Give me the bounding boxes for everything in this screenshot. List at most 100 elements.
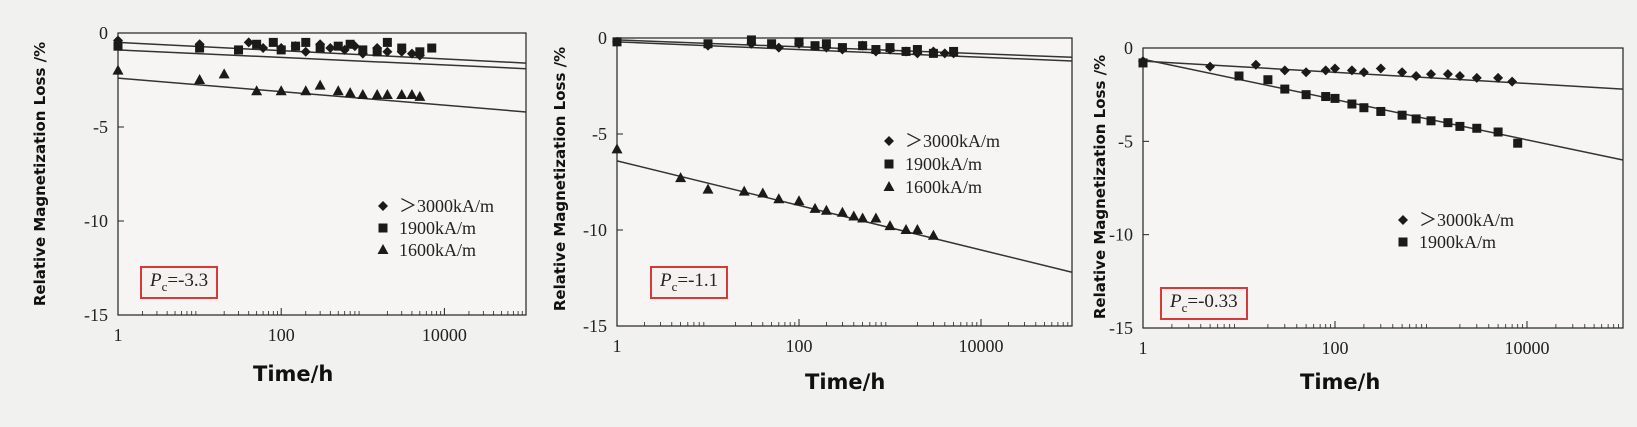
y-tick-label: 0 [1124,38,1133,58]
data-point-square [949,46,959,56]
data-point-square [703,39,713,49]
data-point-triangle [414,90,426,101]
data-point-square [252,39,262,49]
chart-panel-3: Relative Magnetization Loss /% 0 -5 -10 -15… [1090,0,1637,427]
data-point-square [372,47,382,57]
data-point-square [276,45,286,55]
legend-label: ＞3000kA/m [905,131,1000,151]
legend-marker-square [378,223,388,233]
y-tick-label: -10 [84,211,108,231]
data-point-diamond [1454,71,1465,81]
y-tick-label: -10 [1109,225,1133,245]
fit-line [117,41,527,64]
data-point-square [612,37,622,47]
x-axis-label: Time/h [1300,370,1381,394]
legend-marker-diamond [378,201,388,211]
data-point-square [901,46,911,56]
data-point-triangle [275,85,287,96]
legend-label: 1900kA/m [905,154,982,174]
fit-line [117,49,527,70]
pc-annotation: Pc=-1.1 [650,266,729,299]
data-point-triangle [836,206,848,217]
data-point-square [1138,58,1148,68]
data-point-diamond [325,43,336,54]
legend-marker-triangle [377,244,389,254]
data-point-triangle [900,224,912,234]
fit-line [117,77,527,113]
data-point-square [415,47,425,57]
data-point-square [837,43,847,53]
pc-subscript: c [161,278,168,294]
data-point-diamond [1358,67,1369,78]
x-tick-label: 10000 [1505,338,1550,358]
data-point-square [1330,93,1340,103]
chart-panel-2: Relative Magnetization Loss /% 0 -5 -10 -15… [545,0,1090,427]
data-point-triangle [381,89,393,100]
y-tick-label: -5 [592,124,607,144]
x-tick-label: 100 [1322,338,1349,358]
data-point-triangle [194,74,206,84]
data-point-diamond [243,37,254,48]
data-point-triangle [406,89,418,100]
data-point-triangle [344,87,356,98]
data-point-square [382,37,392,47]
legend-label: ＞3000kA/m [399,196,494,216]
x-tick-label: 100 [786,336,813,356]
data-point-square [1443,118,1453,128]
legend-label: 1900kA/m [1419,232,1496,252]
data-point-triangle [218,68,230,79]
data-point-square [1359,103,1369,113]
data-point-square [427,43,437,53]
data-point-square [912,45,922,55]
x-tick-label: 10000 [959,336,1004,356]
data-point-square [885,43,895,53]
data-point-triangle [848,210,860,221]
x-axis-label: Time/h [805,370,886,394]
y-tick-label: -15 [84,305,108,325]
x-tick-label: 1 [613,336,622,356]
data-point-square [1411,114,1421,124]
data-point-square [315,43,325,53]
data-point-diamond [1397,67,1408,78]
data-point-diamond [1471,72,1482,83]
data-point-square [113,41,123,51]
data-point-diamond [1375,63,1386,74]
data-point-triangle [793,195,805,206]
data-point-diamond [1320,65,1331,76]
pc-annotation: Pc=-0.33 [1160,287,1248,320]
data-point-diamond [1250,59,1261,70]
data-point-square [794,37,804,47]
legend-label: ＞3000kA/m [1419,210,1514,230]
data-point-square [1455,121,1465,131]
chart-panel-1: Relative Magnetization Loss /% 0 -5 -10 -15… [0,0,545,427]
data-point-triangle [911,224,923,234]
data-point-triangle [809,202,821,213]
y-tick-label: -15 [583,316,607,336]
data-point-square [1376,106,1386,116]
data-point-triangle [820,204,832,215]
data-point-triangle [396,89,408,100]
pc-annotation: Pc=-3.3 [140,266,219,299]
data-point-square [858,41,868,51]
pc-value: =-0.33 [1187,291,1238,312]
data-point-triangle [738,185,750,196]
data-point-diamond [1205,61,1216,72]
legend-label: 1900kA/m [399,218,476,238]
data-point-diamond [382,46,393,57]
x-tick-label: 10000 [422,325,467,345]
data-point-square [345,39,355,49]
x-tick-label: 1 [1139,338,1148,358]
data-point-square [358,45,368,55]
data-point-diamond [1346,65,1357,76]
fit-line [1142,60,1624,90]
pc-symbol: P [1170,291,1182,312]
pc-symbol: P [150,270,162,291]
data-point-square [1263,75,1273,85]
legend-marker-square [884,159,894,169]
data-point-triangle [857,212,869,223]
data-point-diamond [1442,69,1453,80]
data-point-diamond [1493,72,1504,83]
data-point-triangle [112,64,124,75]
data-point-square [767,39,777,49]
